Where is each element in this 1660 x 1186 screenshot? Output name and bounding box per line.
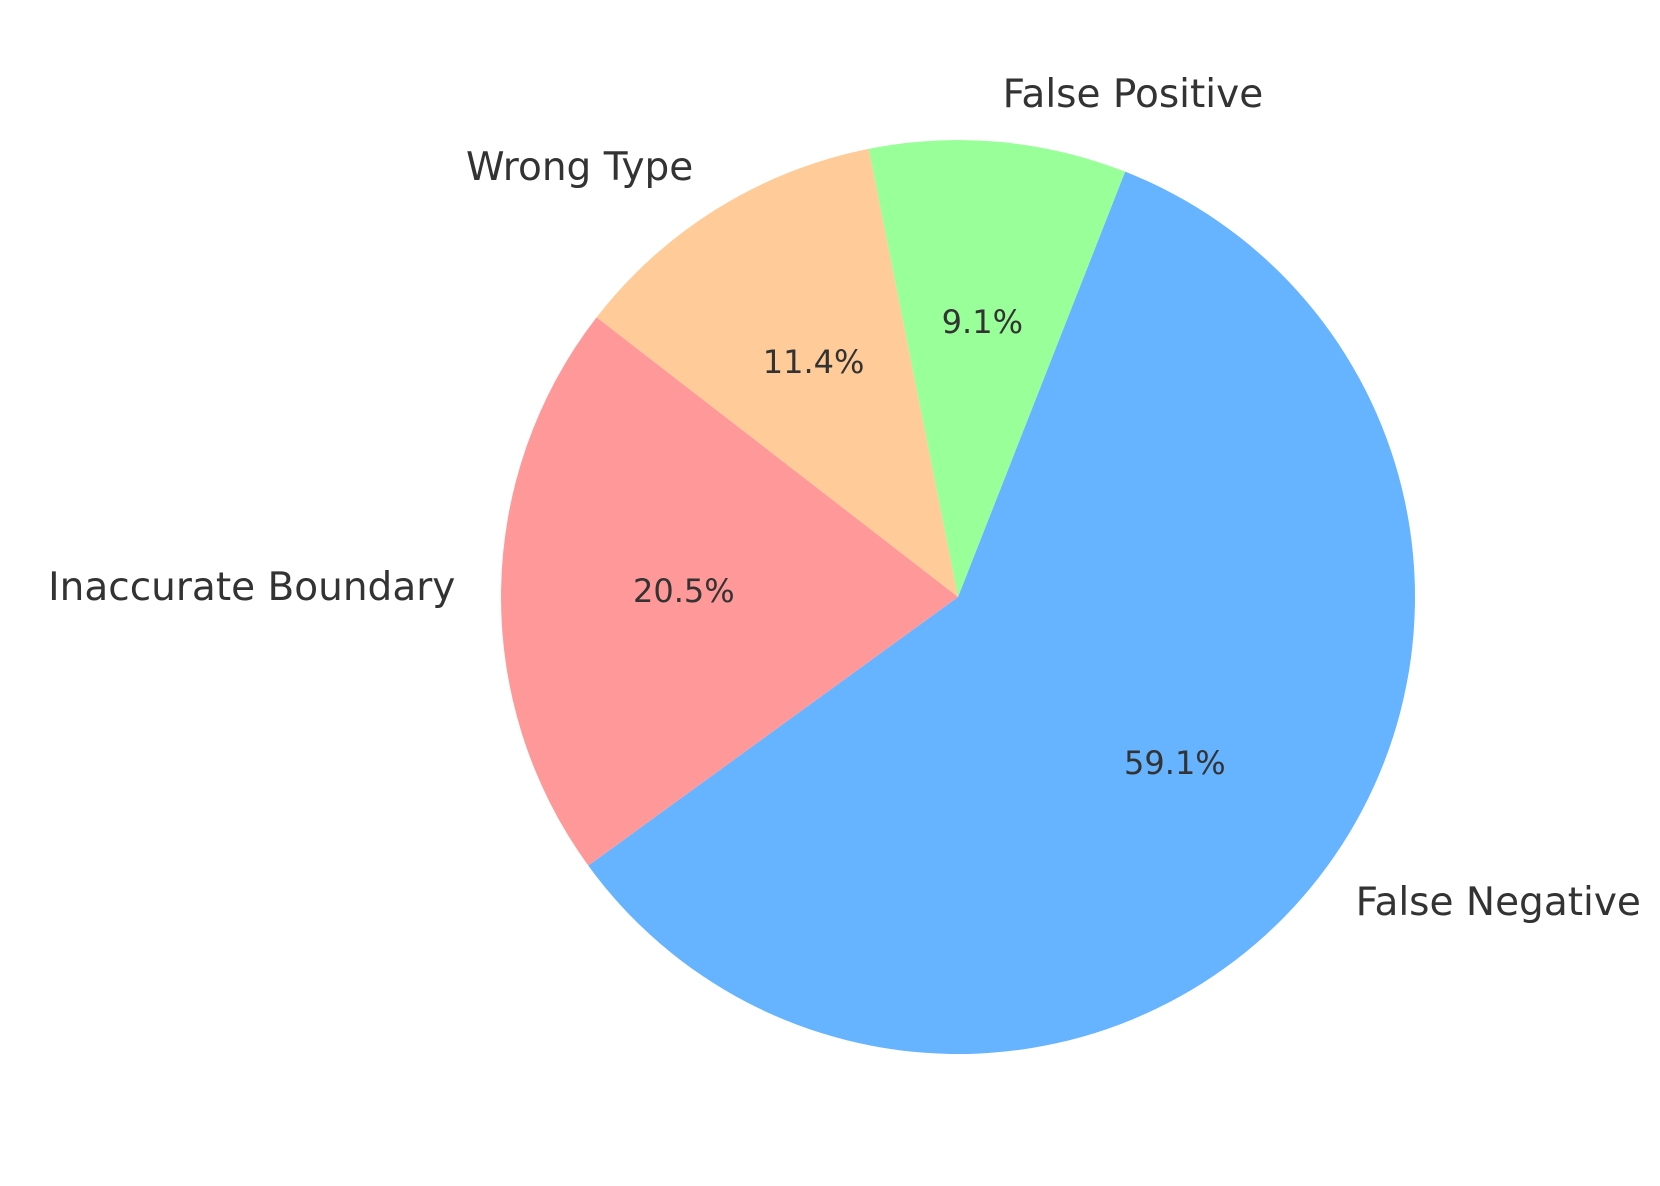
percent-label-false-positive: 9.1% xyxy=(942,303,1023,341)
slice-label-inaccurate-boundary: Inaccurate Boundary xyxy=(48,565,455,610)
slice-inaccurate-boundary xyxy=(501,317,958,866)
slice-wrong-type xyxy=(596,148,958,597)
slice-false-positive xyxy=(868,139,1126,597)
slice-label-false-negative: False Negative xyxy=(1356,880,1641,925)
slice-label-wrong-type: Wrong Type xyxy=(466,145,693,190)
percent-label-false-negative: 59.1% xyxy=(1124,744,1226,782)
slice-label-false-positive: False Positive xyxy=(1003,72,1264,117)
percent-label-inaccurate-boundary: 20.5% xyxy=(633,572,735,610)
slice-labels: False Negative False Positive Wrong Type In… xyxy=(48,72,1641,925)
percent-label-wrong-type: 11.4% xyxy=(763,343,865,381)
percent-labels: 59.1% 9.1% 11.4% 20.5% xyxy=(633,303,1226,782)
slice-false-negative xyxy=(588,171,1415,1055)
pie-slices xyxy=(501,139,1415,1055)
